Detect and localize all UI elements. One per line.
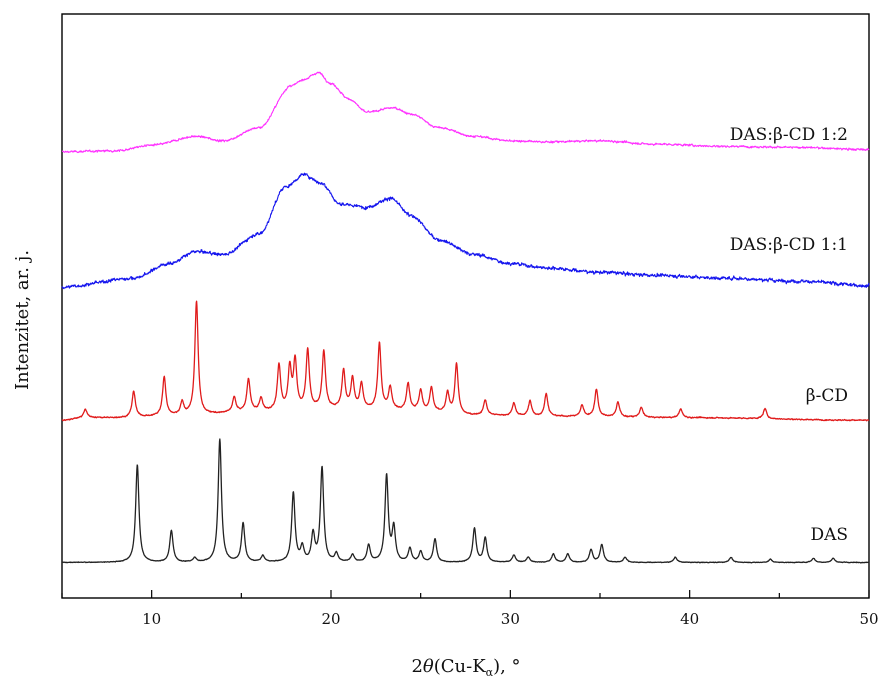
series-labels: DAS:β-CD 1:2 DAS:β-CD 1:1 β-CD DAS	[730, 125, 848, 545]
x-axis-title-mid: (Cu-K	[434, 656, 486, 677]
series-label-0: DAS:β-CD 1:2	[730, 125, 848, 145]
x-axis-title-theta: θ	[423, 656, 434, 677]
x-tick-label-40: 40	[680, 610, 699, 628]
x-axis-ticks: 10 20 30 40 50	[61, 590, 879, 628]
x-tick-label-30: 30	[501, 610, 520, 628]
series-line-2	[61, 300, 870, 422]
x-tick-label-10: 10	[142, 610, 161, 628]
series-label-1: DAS:β-CD 1:1	[730, 235, 848, 255]
x-tick-label-50: 50	[859, 610, 878, 628]
series-line-3	[61, 438, 870, 564]
x-axis-title-sub: α	[486, 666, 494, 679]
y-axis-title: Intenzitet, ar. j.	[12, 250, 33, 390]
plot-frame	[61, 13, 870, 599]
series-group	[61, 71, 870, 564]
x-tick-label-20: 20	[321, 610, 340, 628]
series-line-0	[61, 71, 870, 154]
series-label-3: DAS	[810, 525, 848, 545]
x-axis-title-post: ), °	[493, 656, 520, 677]
x-axis-title-prefix: 2	[411, 656, 422, 677]
series-line-1	[61, 172, 870, 290]
x-axis-title: 2θ(Cu-Kα), °	[411, 656, 520, 679]
series-label-2: β-CD	[806, 386, 848, 406]
